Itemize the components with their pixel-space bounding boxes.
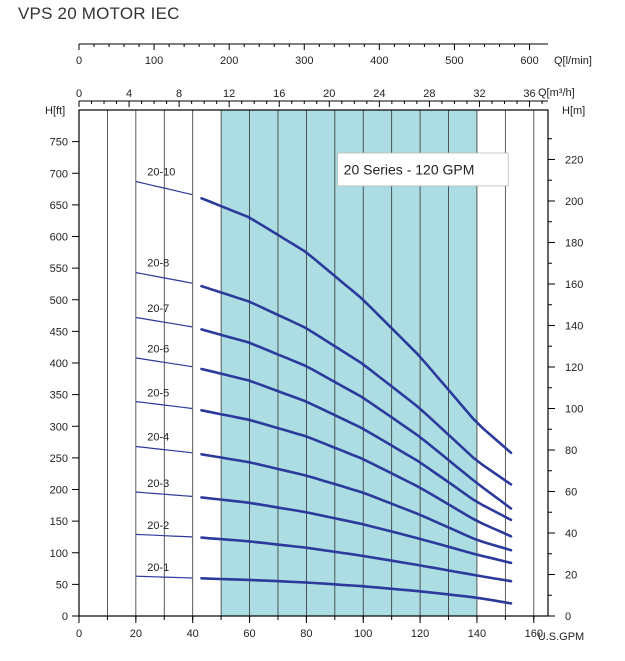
legend-text: 20 Series - 120 GPM	[344, 161, 475, 177]
x-tick-label: 80	[300, 628, 312, 640]
curve-20-8-start	[135, 272, 193, 284]
curve-20-1	[200, 577, 513, 605]
y-ft-tick-label: 550	[50, 263, 68, 275]
y-m-tick-label: 100	[565, 403, 583, 415]
curve-20-3	[200, 496, 513, 565]
lmin-tick-label: 200	[220, 55, 238, 67]
curve-20-6-start	[135, 357, 193, 368]
curve-20-2	[200, 536, 513, 583]
lmin-axis-label: Q[l/min]	[554, 55, 592, 67]
m3h-tick-label: 28	[423, 88, 435, 100]
curve-20-2-start	[135, 533, 193, 538]
m3h-tick-label: 20	[323, 88, 335, 100]
curve-20-10-start	[135, 180, 193, 196]
curve-20-10	[200, 197, 513, 455]
curve-20-5-start	[135, 401, 193, 410]
m3h-tick-label: 36	[523, 88, 535, 100]
curve-20-3-start	[135, 491, 193, 497]
x-tick-label: 100	[354, 628, 372, 640]
y-ft-tick-label: 300	[50, 421, 68, 433]
y-m-tick-label: 200	[565, 196, 583, 208]
y-m-tick-label: 40	[565, 528, 577, 540]
y-ft-tick-label: 250	[50, 453, 68, 465]
lmin-tick-label: 600	[520, 55, 538, 67]
curve-label-20-5: 20-5	[147, 387, 169, 399]
curve-20-4	[200, 453, 513, 552]
y-m-axis-label: H[m]	[562, 105, 585, 117]
m3h-tick-label: 4	[126, 88, 132, 100]
y-ft-tick-label: 750	[50, 137, 68, 149]
y-m-tick-label: 60	[565, 486, 577, 498]
y-ft-tick-label: 0	[62, 611, 68, 623]
x-tick-label: 40	[187, 628, 199, 640]
lmin-tick-label: 300	[295, 55, 313, 67]
chart-title: VPS 20 MOTOR IEC	[18, 4, 180, 23]
y-ft-tick-label: 650	[50, 200, 68, 212]
curve-label-20-6: 20-6	[147, 344, 169, 356]
y-ft-tick-label: 450	[50, 326, 68, 338]
y-ft-tick-label: 200	[50, 485, 68, 497]
y-ft-tick-label: 600	[50, 232, 68, 244]
curve-label-20-10: 20-10	[147, 167, 175, 179]
curve-label-20-7: 20-7	[147, 303, 169, 315]
lmin-tick-label: 0	[76, 55, 82, 67]
curve-20-7-start	[135, 316, 193, 328]
x-tick-label: 160	[525, 628, 543, 640]
x-tick-label: 0	[76, 628, 82, 640]
y-ft-tick-label: 500	[50, 295, 68, 307]
lmin-tick-label: 400	[370, 55, 388, 67]
x-tick-label: 20	[130, 628, 142, 640]
m3h-axis-label: Q[m³/h]	[538, 87, 575, 99]
curve-20-5	[200, 409, 513, 538]
m3h-tick-label: 12	[223, 88, 235, 100]
curve-20-6	[200, 367, 513, 522]
y-m-tick-label: 120	[565, 362, 583, 374]
curve-20-8	[200, 284, 513, 486]
y-ft-tick-label: 50	[56, 579, 68, 591]
curve-label-20-4: 20-4	[147, 432, 169, 444]
y-m-tick-label: 20	[565, 569, 577, 581]
curve-20-4-start	[135, 445, 193, 454]
legend-box	[337, 152, 509, 187]
m3h-tick-label: 8	[176, 88, 182, 100]
curve-label-20-1: 20-1	[147, 562, 169, 574]
lmin-tick-label: 100	[145, 55, 163, 67]
curve-label-20-2: 20-2	[147, 520, 169, 532]
x-tick-label: 140	[468, 628, 486, 640]
y-ft-axis-label: H[ft]	[45, 105, 65, 117]
recommended-range-band	[221, 110, 477, 616]
m3h-tick-label: 0	[76, 88, 82, 100]
curve-label-20-8: 20-8	[147, 258, 169, 270]
x-tick-label: 120	[411, 628, 429, 640]
y-ft-tick-label: 400	[50, 358, 68, 370]
x-axis-label: U.S.GPM	[538, 631, 584, 643]
m3h-tick-label: 16	[273, 88, 285, 100]
x-tick-label: 60	[243, 628, 255, 640]
y-ft-tick-label: 350	[50, 390, 68, 402]
y-m-tick-label: 220	[565, 154, 583, 166]
y-m-tick-label: 180	[565, 237, 583, 249]
y-ft-tick-label: 100	[50, 548, 68, 560]
y-m-tick-label: 160	[565, 279, 583, 291]
m3h-tick-label: 24	[373, 88, 385, 100]
curve-20-7	[200, 328, 513, 510]
y-m-tick-label: 80	[565, 445, 577, 457]
y-m-tick-label: 140	[565, 320, 583, 332]
m3h-tick-label: 32	[473, 88, 485, 100]
curve-label-20-3: 20-3	[147, 478, 169, 490]
lmin-tick-label: 500	[445, 55, 463, 67]
y-ft-tick-label: 150	[50, 516, 68, 528]
y-m-tick-label: 0	[565, 611, 571, 623]
curve-20-1-start	[135, 575, 193, 579]
y-ft-tick-label: 700	[50, 168, 68, 180]
